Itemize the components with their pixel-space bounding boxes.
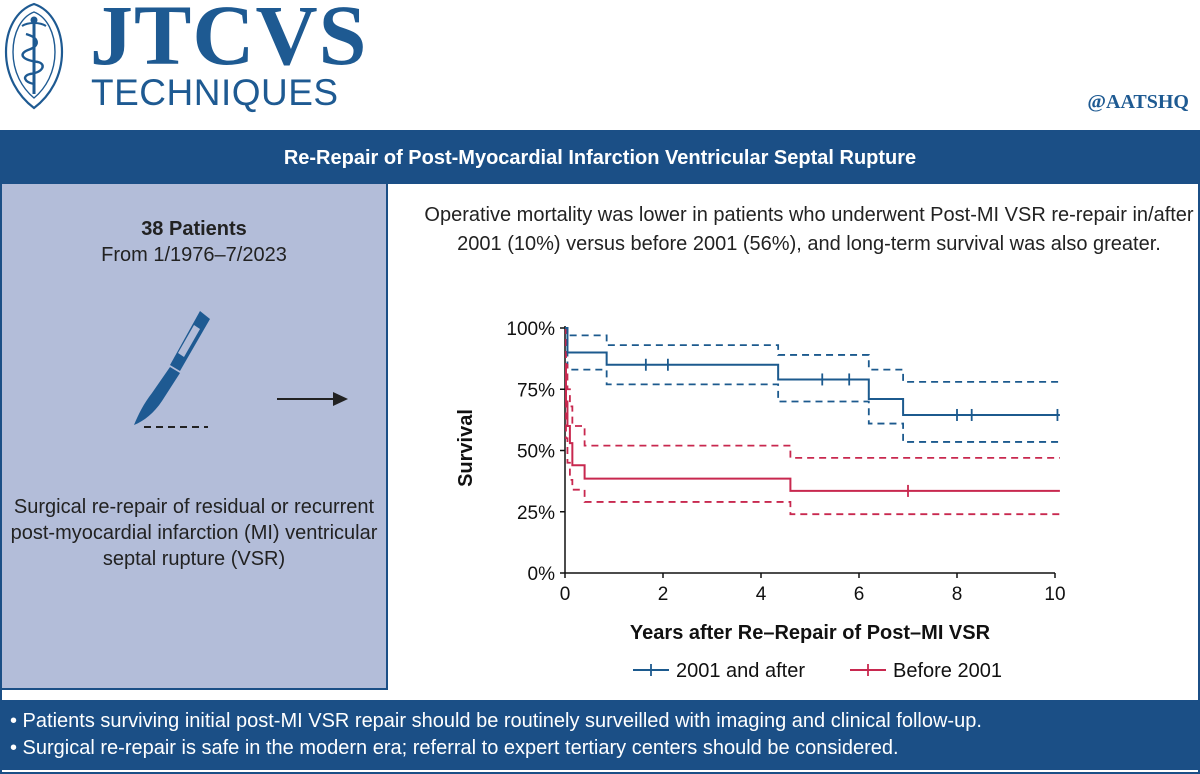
key-finding: Operative mortality was lower in patient…: [424, 204, 1194, 255]
study-panel: 38 Patients From 1/1976–7/2023 Surgical …: [2, 184, 388, 690]
patients-date-range: From 1/1976–7/2023: [101, 244, 287, 266]
abstract-frame: [0, 130, 1200, 774]
survival-line-before-2001: [564, 363, 1060, 492]
legend-label: 2001 and after: [676, 660, 805, 682]
brand-subtitle: TECHNIQUES: [91, 72, 339, 113]
x-tick-label: 4: [756, 584, 767, 605]
legend-label: Before 2001: [893, 660, 1002, 682]
procedure-description: Surgical re-repair of residual or recurr…: [10, 496, 378, 570]
conclusions-bar: • Patients surviving initial post-MI VSR…: [2, 700, 1198, 770]
y-tick-label: 75%: [517, 380, 555, 401]
patients-count: 38 Patients: [141, 218, 247, 240]
scalpel-icon: [134, 311, 210, 428]
x-tick-label: 6: [854, 584, 865, 605]
x-tick-label: 0: [560, 584, 571, 605]
arrow-right-icon: [277, 392, 348, 406]
x-tick-label: 2: [658, 584, 669, 605]
y-tick-label: 25%: [517, 503, 555, 524]
y-tick-label: 0%: [528, 564, 556, 585]
y-tick-label: 50%: [517, 442, 555, 463]
caduceus-seal-icon: [4, 2, 64, 110]
ci-upper-2001-and-after: [565, 327, 1060, 383]
y-tick-label: 100%: [506, 319, 555, 340]
conclusion-bullet: • Surgical re-repair is safe in the mode…: [10, 737, 899, 759]
brand-title: JTCVS: [90, 0, 368, 83]
y-axis-label: Survival: [455, 409, 477, 487]
x-tick-label: 8: [952, 584, 963, 605]
x-tick-label: 10: [1044, 584, 1065, 605]
ci-lower-before-2001: [565, 400, 1060, 516]
survival-chart: 0% 25% 50% 75% 100% 0 2 4 6 8 10 Survival Years af…: [455, 319, 1066, 682]
x-axis-label: Years after Re–Repair of Post–MI VSR: [630, 622, 991, 644]
abstract-title: Re-Repair of Post-Myocardial Infarction …: [2, 132, 1198, 184]
ci-upper-before-2001: [565, 327, 1060, 459]
social-handle: @AATSHQ: [1087, 91, 1189, 113]
survival-line-2001-and-after: [565, 327, 1060, 416]
ci-lower-2001-and-after: [565, 327, 1060, 443]
conclusion-bullet: • Patients surviving initial post-MI VSR…: [10, 710, 982, 732]
